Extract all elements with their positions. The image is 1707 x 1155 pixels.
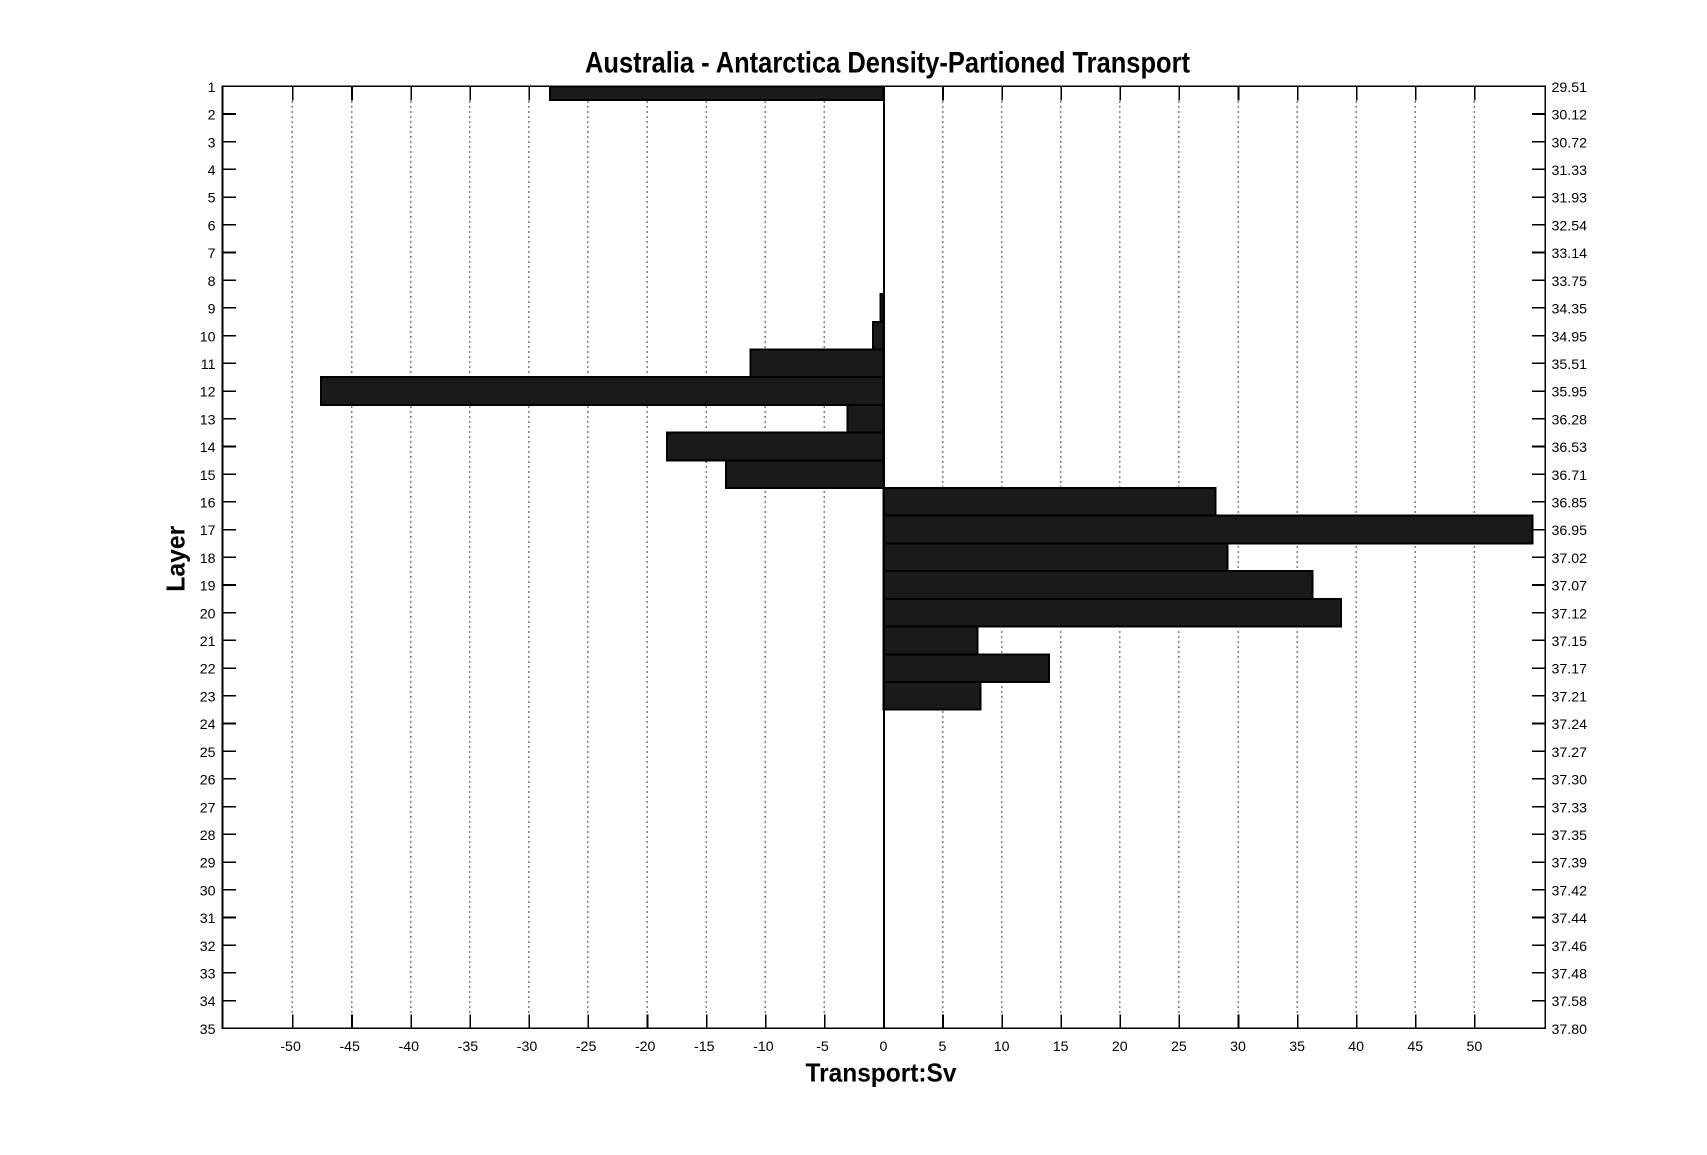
svg-text:28: 28 xyxy=(200,828,216,844)
svg-text:19: 19 xyxy=(200,579,216,595)
svg-text:29.51: 29.51 xyxy=(1552,80,1588,96)
svg-text:37.80: 37.80 xyxy=(1552,1022,1588,1038)
svg-text:25: 25 xyxy=(200,745,216,761)
svg-text:31.93: 31.93 xyxy=(1552,191,1588,207)
svg-text:24: 24 xyxy=(200,717,216,733)
svg-text:22: 22 xyxy=(200,662,216,678)
svg-text:37.46: 37.46 xyxy=(1552,939,1588,955)
svg-text:33: 33 xyxy=(200,967,216,983)
svg-text:30: 30 xyxy=(1230,1039,1246,1055)
svg-text:Australia - Antarctica Density: Australia - Antarctica Density-Partioned… xyxy=(585,46,1190,79)
svg-text:37.07: 37.07 xyxy=(1552,579,1588,595)
svg-text:-20: -20 xyxy=(635,1039,656,1055)
svg-text:Transport:Sv: Transport:Sv xyxy=(806,1058,958,1088)
svg-text:27: 27 xyxy=(200,800,216,816)
svg-text:36.71: 36.71 xyxy=(1552,468,1588,484)
svg-text:Layer: Layer xyxy=(161,526,191,592)
svg-text:37.15: 37.15 xyxy=(1552,634,1588,650)
svg-text:-5: -5 xyxy=(816,1039,829,1055)
svg-text:32.54: 32.54 xyxy=(1552,218,1588,234)
svg-text:36.95: 36.95 xyxy=(1552,523,1588,539)
svg-text:37.21: 37.21 xyxy=(1552,689,1588,705)
svg-text:16: 16 xyxy=(200,496,216,512)
svg-text:30.12: 30.12 xyxy=(1552,108,1588,124)
svg-text:37.17: 37.17 xyxy=(1552,662,1588,678)
svg-text:37.35: 37.35 xyxy=(1552,828,1588,844)
svg-text:30.72: 30.72 xyxy=(1552,135,1588,151)
svg-text:35.95: 35.95 xyxy=(1552,385,1588,401)
svg-text:-15: -15 xyxy=(694,1039,715,1055)
svg-text:35.51: 35.51 xyxy=(1552,357,1588,373)
svg-text:37.42: 37.42 xyxy=(1552,883,1588,899)
svg-text:3: 3 xyxy=(208,135,216,151)
svg-text:37.24: 37.24 xyxy=(1552,717,1588,733)
svg-text:35: 35 xyxy=(1289,1039,1305,1055)
svg-text:0: 0 xyxy=(879,1039,887,1055)
svg-text:37.58: 37.58 xyxy=(1552,994,1588,1010)
svg-text:12: 12 xyxy=(200,385,216,401)
svg-text:6: 6 xyxy=(208,218,216,234)
svg-text:10: 10 xyxy=(994,1039,1010,1055)
svg-text:4: 4 xyxy=(208,163,216,179)
svg-text:45: 45 xyxy=(1407,1039,1423,1055)
svg-text:31.33: 31.33 xyxy=(1552,163,1588,179)
svg-text:8: 8 xyxy=(208,274,216,290)
svg-text:5: 5 xyxy=(208,191,216,207)
svg-text:11: 11 xyxy=(201,357,216,373)
svg-text:32: 32 xyxy=(200,939,216,955)
svg-text:34.95: 34.95 xyxy=(1552,329,1588,345)
svg-text:36.53: 36.53 xyxy=(1552,440,1588,456)
svg-text:25: 25 xyxy=(1171,1039,1187,1055)
svg-text:-45: -45 xyxy=(339,1039,360,1055)
svg-text:37.02: 37.02 xyxy=(1552,551,1588,567)
svg-text:13: 13 xyxy=(200,412,216,428)
svg-text:18: 18 xyxy=(200,551,216,567)
svg-text:36.28: 36.28 xyxy=(1552,412,1588,428)
svg-text:5: 5 xyxy=(939,1039,947,1055)
svg-text:17: 17 xyxy=(200,523,216,539)
svg-text:-25: -25 xyxy=(576,1039,597,1055)
svg-text:21: 21 xyxy=(200,634,216,650)
svg-text:33.75: 33.75 xyxy=(1552,274,1588,290)
svg-text:7: 7 xyxy=(208,246,216,262)
svg-text:30: 30 xyxy=(200,883,216,899)
svg-text:20: 20 xyxy=(200,606,216,622)
svg-text:36.85: 36.85 xyxy=(1552,496,1588,512)
svg-text:50: 50 xyxy=(1467,1039,1483,1055)
svg-text:37.12: 37.12 xyxy=(1552,606,1588,622)
svg-text:37.39: 37.39 xyxy=(1552,856,1588,872)
svg-text:1: 1 xyxy=(208,80,216,96)
svg-text:23: 23 xyxy=(200,689,216,705)
svg-text:40: 40 xyxy=(1348,1039,1364,1055)
svg-text:20: 20 xyxy=(1112,1039,1128,1055)
svg-text:9: 9 xyxy=(208,302,216,318)
svg-text:15: 15 xyxy=(1053,1039,1069,1055)
svg-text:15: 15 xyxy=(200,468,216,484)
svg-text:37.30: 37.30 xyxy=(1552,773,1588,789)
svg-text:-40: -40 xyxy=(399,1039,420,1055)
svg-text:34: 34 xyxy=(200,994,216,1010)
svg-text:-35: -35 xyxy=(458,1039,479,1055)
svg-text:37.44: 37.44 xyxy=(1552,911,1588,927)
svg-text:2: 2 xyxy=(208,108,216,124)
svg-text:-30: -30 xyxy=(517,1039,538,1055)
svg-text:-50: -50 xyxy=(280,1039,301,1055)
svg-text:-10: -10 xyxy=(753,1039,774,1055)
svg-text:35: 35 xyxy=(200,1022,216,1038)
svg-text:33.14: 33.14 xyxy=(1552,246,1588,262)
svg-text:31: 31 xyxy=(200,911,216,927)
svg-text:37.33: 37.33 xyxy=(1552,800,1588,816)
svg-text:29: 29 xyxy=(200,856,216,872)
svg-text:34.35: 34.35 xyxy=(1552,302,1588,318)
svg-text:26: 26 xyxy=(200,773,216,789)
svg-text:10: 10 xyxy=(200,329,216,345)
svg-text:14: 14 xyxy=(200,440,216,456)
svg-text:37.27: 37.27 xyxy=(1552,745,1588,761)
svg-text:37.48: 37.48 xyxy=(1552,967,1588,983)
